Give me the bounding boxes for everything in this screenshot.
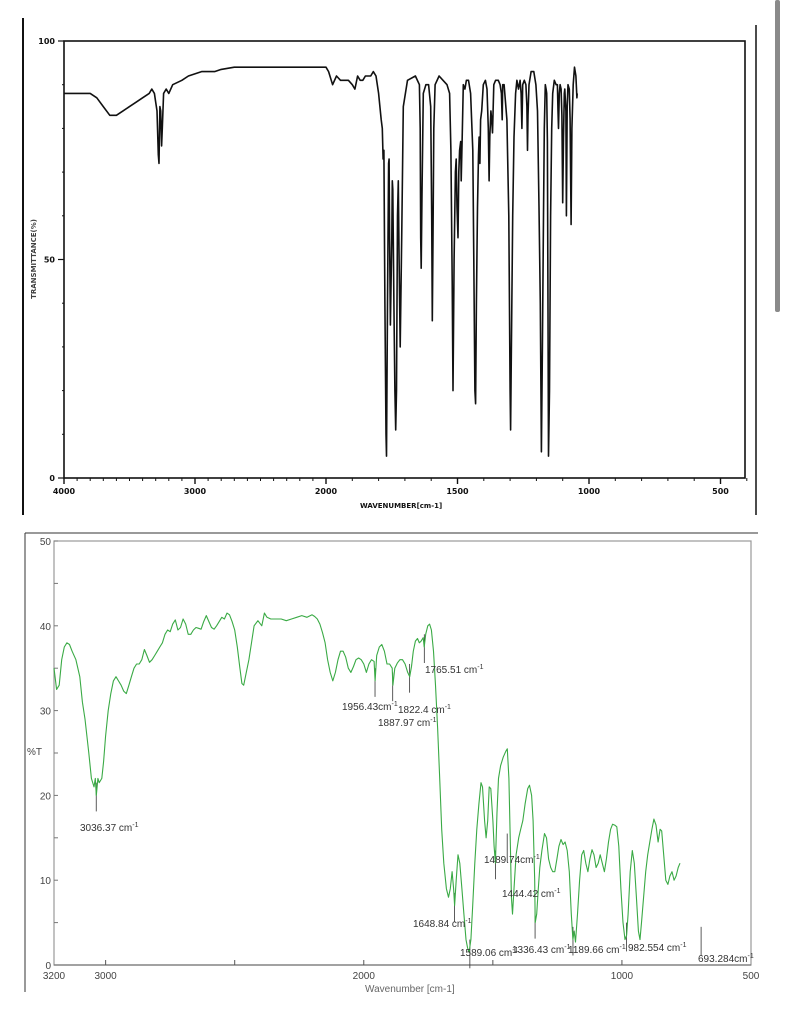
peak-markers <box>95 634 702 969</box>
peak-label: 1822.4 cm-1 <box>398 704 451 716</box>
peak-label: 1765.51 cm-1 <box>425 664 484 676</box>
y-tick-label: 50 <box>40 537 52 548</box>
peak-label: 1956.43cm-1 <box>342 701 398 713</box>
x-tick-label: 1000 <box>578 487 601 496</box>
x-tick-label: 1500 <box>446 487 469 496</box>
peak-label: 1489.74cm-1 <box>484 854 540 866</box>
bottom-plot-frame <box>53 540 752 966</box>
top-plot-frame <box>63 40 746 479</box>
y-tick-label: 40 <box>40 622 52 633</box>
bottom-y-axis: 0 10 20 30 40 50 <box>40 537 58 972</box>
bottom-spectrum-line <box>53 612 681 953</box>
y-tick-label: 10 <box>40 876 52 887</box>
x-tick-label: 500 <box>743 971 760 982</box>
bottom-y-axis-label: %T <box>27 747 42 758</box>
top-spectrum-line <box>64 66 578 457</box>
vertical-scrollbar[interactable] <box>775 0 780 312</box>
peak-label: 693.284cm-1 <box>698 953 754 965</box>
y-tick-label: 0 <box>49 474 55 483</box>
x-tick-label: 2000 <box>353 971 376 982</box>
y-tick-label: 0 <box>45 961 51 972</box>
peak-label: 1648.84 cm-1 <box>413 918 472 930</box>
y-tick-label: 30 <box>40 707 52 718</box>
peak-label: 1336.43 cm-1 <box>512 944 571 956</box>
x-tick-label: 2000 <box>315 487 338 496</box>
y-tick-label: 20 <box>40 791 52 802</box>
peak-label: 1189.66 cm-1 <box>568 944 626 956</box>
top-x-axis: 4000 3000 2000 1500 1000 500 <box>53 478 748 496</box>
top-y-axis-label: TRANSMITTANCE(%) <box>30 219 38 299</box>
peak-label: 1887.97 cm-1 <box>378 717 437 729</box>
peak-label: 1444.42 cm-1 <box>502 888 561 900</box>
x-tick-label: 3000 <box>95 971 118 982</box>
x-tick-label: 3000 <box>184 487 207 496</box>
x-tick-label: 3200 <box>43 971 66 982</box>
peak-label: 3036.37 cm-1 <box>80 822 139 834</box>
x-tick-label: 1000 <box>611 971 634 982</box>
x-tick-label: 500 <box>712 487 729 496</box>
y-tick-label: 100 <box>38 37 55 46</box>
y-tick-label: 50 <box>44 256 56 265</box>
peak-label: 1589.06 cm-1 <box>460 947 519 959</box>
x-tick-label: 4000 <box>53 487 76 496</box>
bottom-x-axis: 3200 3000 2000 1000 500 <box>43 960 760 982</box>
top-y-axis: 0 50 100 <box>38 37 64 483</box>
peak-label: 982.554 cm-1 <box>628 942 687 954</box>
peak-annotations: 3036.37 cm-1 1956.43cm-1 1887.97 cm-11822.… <box>80 664 754 965</box>
bottom-x-axis-label: Wavenumber [cm-1] <box>365 984 455 995</box>
top-x-axis-label: WAVENUMBER[cm-1] <box>360 502 442 510</box>
